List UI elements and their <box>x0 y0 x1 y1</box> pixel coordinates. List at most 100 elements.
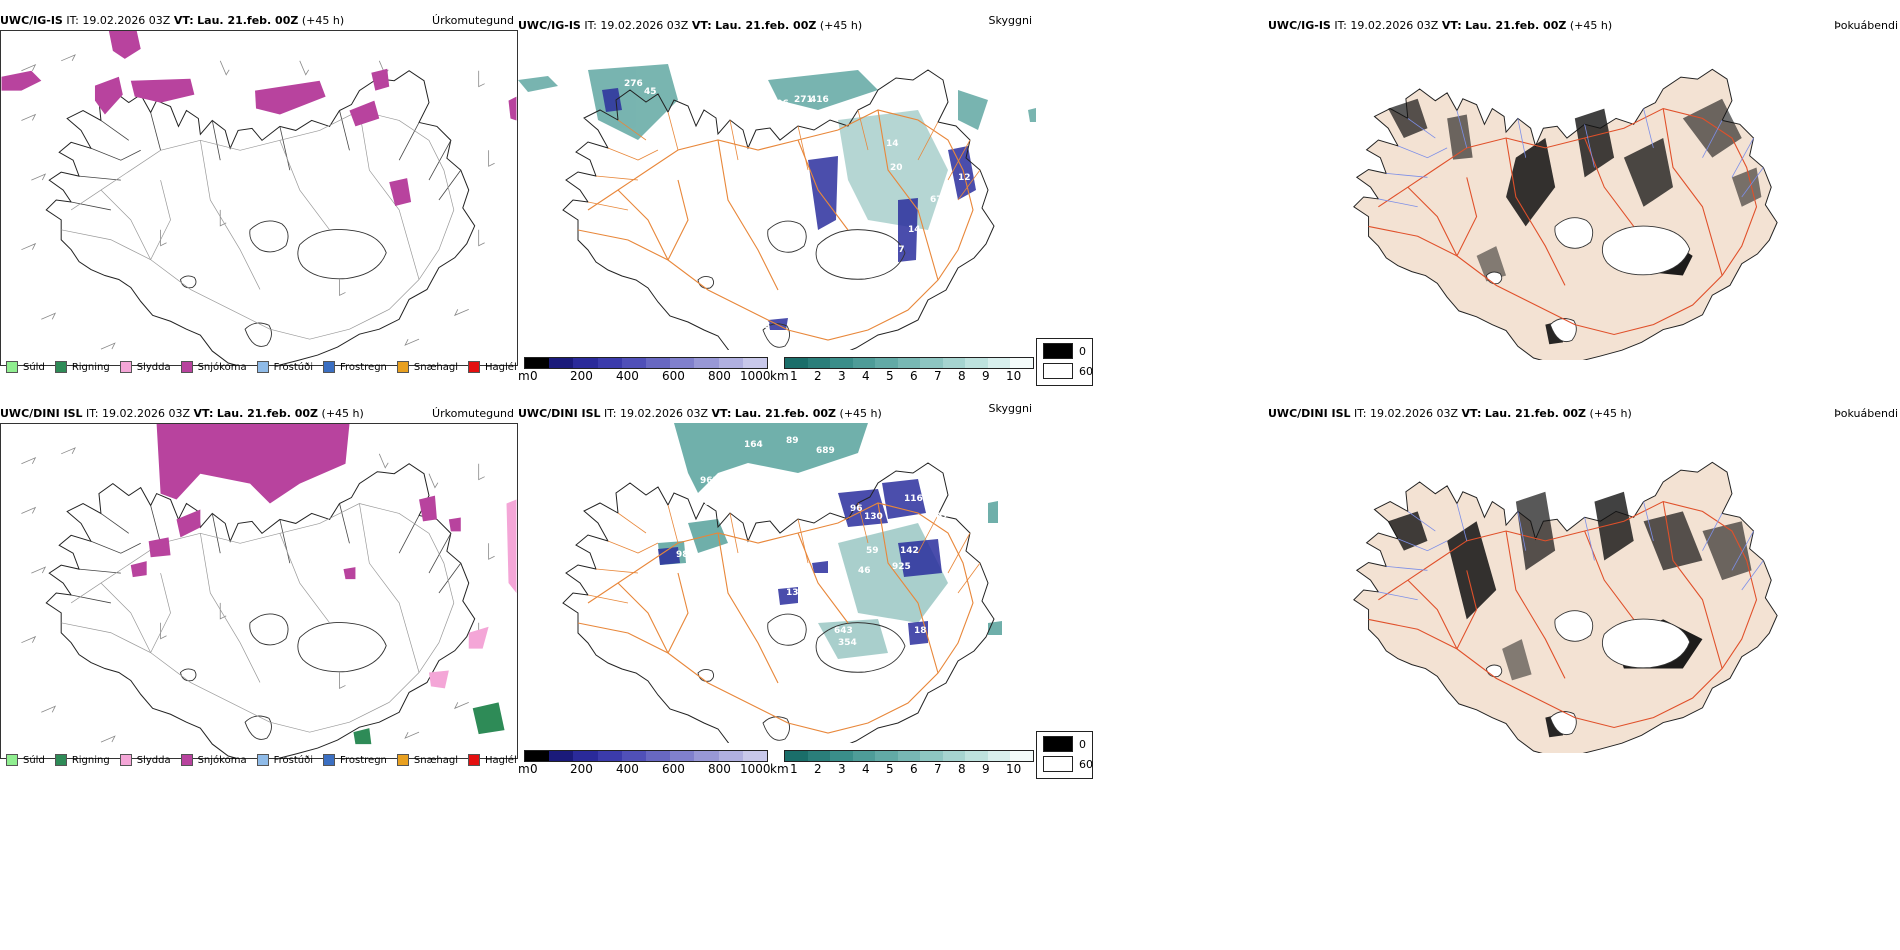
panel-title: Þokuábendi <box>1834 19 1898 32</box>
fog-legend-label: 60 <box>1079 364 1093 378</box>
visibility-tick: 3 <box>838 369 846 383</box>
it-value: 19.02.2026 03Z <box>600 19 689 32</box>
legend-label: Súld <box>23 361 45 373</box>
it-label: IT: <box>584 19 597 32</box>
value-label: 12 <box>958 173 971 183</box>
ceiling-tick: 0 <box>530 369 538 383</box>
rain-areas <box>353 702 505 745</box>
legend-item: Rigning <box>54 361 110 373</box>
visibility-tick: 2 <box>814 369 822 383</box>
value-label: 13 <box>786 588 799 598</box>
fog-swatch <box>1043 756 1073 772</box>
value-labels: 164 89 689 963 6 96 130 116 62 98 59 142… <box>676 436 949 648</box>
ceiling-bar <box>524 357 768 369</box>
panel-header: UWC/IG-IS IT: 19.02.2026 03Z VT: Lau. 21… <box>518 14 1036 35</box>
legend-item: Slydda <box>119 361 171 373</box>
panel-header: UWC/DINI ISL IT: 19.02.2026 03Z VT: Lau.… <box>518 402 1036 423</box>
ceiling-tick: 200 <box>570 762 593 776</box>
value-label: 20 <box>890 163 903 173</box>
legend-swatch <box>119 361 132 373</box>
panel-header: UWC/IG-IS IT: 19.02.2026 03Z VT: Lau. 21… <box>1036 17 1900 35</box>
legend-label: Slydda <box>136 361 171 373</box>
fog-panel-bottom: UWC/DINI ISL IT: 19.02.2026 03Z VT: Lau.… <box>1036 405 1900 779</box>
it-value: 19.02.2026 03Z <box>620 407 709 420</box>
visibility-tick: 10 <box>1006 369 1022 383</box>
it-label: IT: <box>1334 19 1347 32</box>
vt-value: Lau. 21.feb. 00Z <box>1484 407 1587 420</box>
ceiling-unit: m <box>518 369 530 383</box>
visibility-bar <box>784 750 1034 762</box>
legend-swatch <box>256 361 269 373</box>
legend-item: Haglél <box>468 361 517 373</box>
lead-time: (+45 h) <box>301 14 345 27</box>
panel-header: UWC/DINI ISL IT: 19.02.2026 03Z VT: Lau.… <box>0 405 518 423</box>
value-label: 164 <box>744 440 763 450</box>
legend-item: Slydda <box>119 754 171 766</box>
value-label: 689 <box>816 446 835 456</box>
it-value: 19.02.2026 03Z <box>1350 19 1439 32</box>
it-label: IT: <box>604 407 617 420</box>
value-label: 6 <box>704 498 710 508</box>
it-value: 19.02.2026 03Z <box>82 14 171 27</box>
it-label: IT: <box>86 407 99 420</box>
value-label: 67 <box>930 195 943 205</box>
legend-item: Frostúði <box>256 754 313 766</box>
legend-item: Frostúði <box>256 361 313 373</box>
legend-label: Snæhagl <box>413 361 459 373</box>
legend-item: Frostregn <box>323 361 387 373</box>
precip-legend: Súld Rigning Slydda Snjókoma Frostúði Fr… <box>6 356 517 378</box>
ceiling-unit: m <box>518 762 530 776</box>
legend-label: Rigning <box>71 361 110 373</box>
lead-time: (+45 h) <box>321 407 364 420</box>
model-source: UWC/IG-IS <box>1268 19 1331 32</box>
legend-swatch <box>180 754 193 766</box>
visibility-tick: 6 <box>910 762 918 776</box>
vt-label: VT: <box>193 407 214 420</box>
legend-swatch <box>323 754 335 766</box>
visibility-unit: km <box>770 369 789 383</box>
vt-label: VT: <box>711 407 732 420</box>
ceiling-colorbar: m 0 200 400 600 800 1000 <box>518 357 771 385</box>
vt-value: Lau. 21.feb. 00Z <box>734 407 837 420</box>
vt-value: Lau. 21.feb. 00Z <box>197 14 299 27</box>
legend-swatch <box>6 361 18 373</box>
model-source: UWC/DINI ISL <box>518 407 601 420</box>
sleet-areas <box>428 499 517 689</box>
fog-swatch <box>1043 736 1073 752</box>
vt-label: VT: <box>1461 407 1482 420</box>
value-label: 116 <box>904 494 923 504</box>
fog-map <box>1353 68 1778 360</box>
visibility-tick: 2 <box>814 762 822 776</box>
value-label: 45 <box>644 87 657 97</box>
value-label: 96 <box>850 504 863 514</box>
it-value: 19.02.2026 03Z <box>1370 407 1459 420</box>
model-source: UWC/IG-IS <box>0 14 63 27</box>
visibility-colorbar: km 1 2 3 4 5 6 7 8 9 10 <box>770 357 1036 385</box>
visibility-tick: 5 <box>886 762 894 776</box>
value-label: 354 <box>838 638 857 648</box>
it-label: IT: <box>66 14 79 27</box>
ceiling-tick: 600 <box>662 369 685 383</box>
legend-swatch <box>323 361 335 373</box>
vt-value: Lau. 21.feb. 00Z <box>216 407 319 420</box>
vt-label: VT: <box>173 14 194 27</box>
value-label: 126 <box>870 73 889 83</box>
visibility-tick: 4 <box>862 762 870 776</box>
legend-label: Frostúði <box>273 361 313 373</box>
legend-label: Frostregn <box>340 361 387 373</box>
fog-panel-top: UWC/IG-IS IT: 19.02.2026 03Z VT: Lau. 21… <box>1036 12 1900 386</box>
ceiling-tick: 0 <box>530 762 538 776</box>
model-source: UWC/DINI ISL <box>0 407 83 420</box>
value-label: 271 <box>794 95 813 105</box>
visibility-fields <box>658 423 1002 659</box>
legend-item: Frostregn <box>323 754 387 766</box>
it-value: 19.02.2026 03Z <box>102 407 191 420</box>
panel-title: Úrkomutegund <box>432 14 514 27</box>
wind-barbs <box>21 54 495 350</box>
it-label: IT: <box>1354 407 1367 420</box>
model-source: UWC/IG-IS <box>518 19 581 32</box>
legend-item: Snæhagl <box>396 754 458 766</box>
vt-label: VT: <box>691 19 712 32</box>
value-label: 98 <box>676 550 689 560</box>
value-label: 206 <box>770 99 789 109</box>
